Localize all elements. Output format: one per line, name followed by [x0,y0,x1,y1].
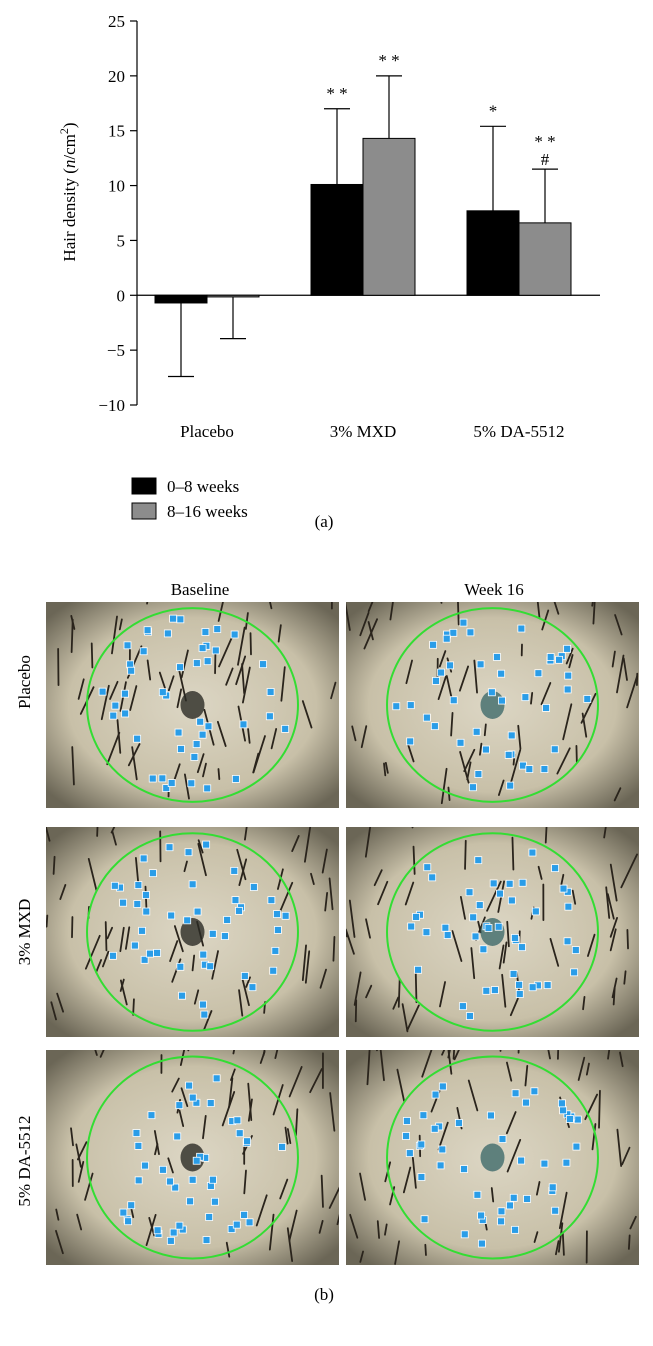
row-title-placebo: Placebo [15,655,34,709]
bar [154,294,208,304]
photo-placebo-week16 [346,602,639,808]
y-tick-label: 15 [108,122,125,141]
category-label: Placebo [180,422,234,441]
column-title-week16: Week 16 [464,580,524,599]
y-tick-label: 25 [108,12,125,31]
scalp-photo [346,602,639,808]
photo-placebo-baseline [46,602,339,808]
significance-mark: * * [378,51,399,70]
photo-mxd-week16 [346,827,639,1037]
photo-mxd-baseline [46,827,339,1037]
bar [466,210,520,296]
bar [310,183,364,296]
row-title-mxd: 3% MXD [15,898,34,966]
bar [362,137,416,296]
scalp-photo [46,827,339,1037]
column-title-baseline: Baseline [170,580,230,599]
legend-label: 0–8 weeks [167,477,239,496]
row-title-da5512: 5% DA-5512 [15,1115,34,1207]
scalp-photo [46,602,339,808]
y-tick-label: 20 [108,67,125,86]
significance-mark: * * [534,132,555,151]
legend: 0–8 weeks 8–16 weeks [131,477,248,521]
category-labels: Placebo 3% MXD 5% DA-5512 [180,422,564,441]
significance-mark: * [489,101,498,120]
photo-da5512-week16 [346,1050,639,1265]
y-tick-label: 5 [117,231,126,250]
significance-marks: * ** *** *# [326,51,555,169]
y-axis-title: Hair density (n/cm2) [57,122,79,261]
legend-swatch [131,477,157,495]
category-label: 5% DA-5512 [473,422,564,441]
significance-mark: * * [326,84,347,103]
y-tick-label: −5 [107,341,125,360]
legend-label: 8–16 weeks [167,502,248,521]
photo-da5512-baseline [46,1050,339,1265]
error-bars [168,75,558,378]
scalp-photo [346,1050,639,1265]
panel-label-b: (b) [314,1285,334,1304]
significance-mark: # [541,150,550,169]
y-tick-label: −10 [98,396,125,415]
y-tick-label: 10 [108,177,125,196]
legend-swatch [131,502,157,520]
bar [518,222,572,296]
scalp-photo [46,1050,339,1265]
bars [154,137,572,304]
bar [206,294,260,298]
scalp-photo [346,827,639,1037]
category-label: 3% MXD [330,422,397,441]
panel-label-a: (a) [314,512,334,531]
y-tick-label: 0 [117,286,126,305]
